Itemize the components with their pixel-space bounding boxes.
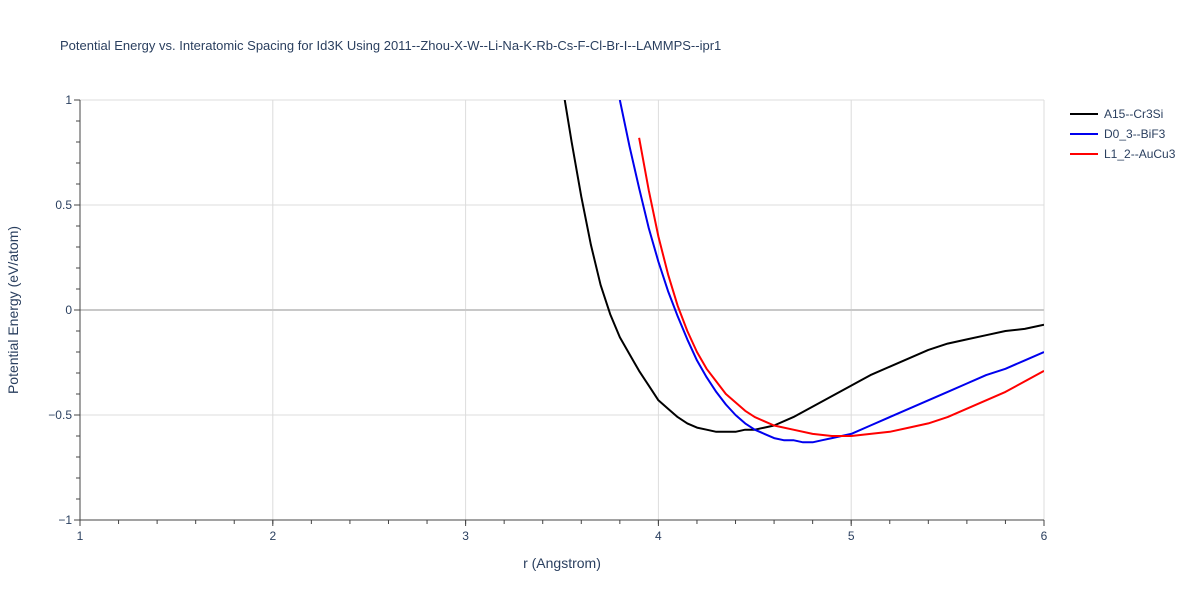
legend[interactable]: A15--Cr3Si D0_3--BiF3 L1_2--AuCu3: [1070, 107, 1176, 161]
legend-label: D0_3--BiF3: [1104, 127, 1166, 141]
axis-layer: 1 2 3 4 5 6 −1 −0.5 0 0.5 1: [48, 93, 1047, 543]
x-tick-label: 4: [655, 529, 662, 543]
series-line-2: [638, 137, 1044, 437]
y-tick-label: 0.5: [55, 198, 72, 212]
chart-title: Potential Energy vs. Interatomic Spacing…: [60, 38, 721, 53]
x-tick-label: 1: [77, 529, 84, 543]
legend-item[interactable]: L1_2--AuCu3: [1070, 147, 1176, 161]
x-axis-title: r (Angstrom): [523, 555, 601, 571]
series-layer: [563, 100, 1044, 444]
y-axis-title: Potential Energy (eV/atom): [5, 226, 21, 394]
legend-item[interactable]: D0_3--BiF3: [1070, 127, 1166, 141]
series-line-1: [618, 100, 1044, 444]
y-tick-label: −1: [58, 513, 72, 527]
legend-label: L1_2--AuCu3: [1104, 147, 1176, 161]
y-tick-label: −0.5: [48, 408, 72, 422]
x-tick-label: 3: [462, 529, 469, 543]
y-tick-label: 1: [65, 93, 72, 107]
y-tick-label: 0: [65, 303, 72, 317]
series-line-0: [563, 100, 1044, 433]
legend-label: A15--Cr3Si: [1104, 107, 1163, 121]
x-tick-label: 2: [269, 529, 276, 543]
legend-item[interactable]: A15--Cr3Si: [1070, 107, 1163, 121]
x-tick-label: 5: [848, 529, 855, 543]
x-tick-label: 6: [1041, 529, 1048, 543]
